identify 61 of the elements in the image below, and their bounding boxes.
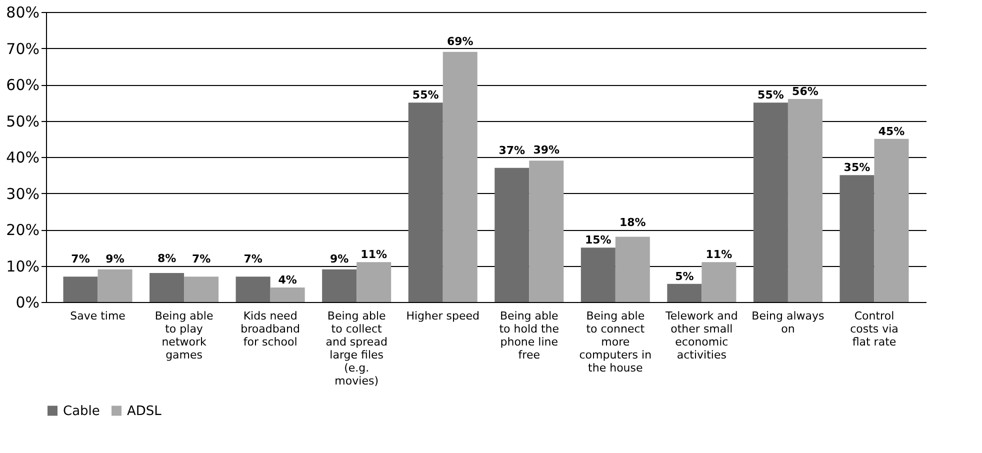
y-tick-label: 0% — [16, 294, 40, 312]
data-label: 8% — [157, 252, 176, 265]
data-label: 69% — [446, 34, 474, 48]
data-label: 9% — [106, 252, 124, 266]
y-tick-label: 20% — [6, 221, 40, 239]
bar — [322, 269, 357, 302]
bar — [356, 262, 392, 302]
x-tick-label: Being able to connect more computers in the house — [579, 310, 652, 374]
data-label: 7% — [192, 252, 211, 266]
y-tick-label: 10% — [6, 257, 40, 276]
x-tick-label: Being able to play network games — [154, 310, 214, 362]
data-label: 7% — [71, 252, 90, 266]
x-tick-label: Being able to collect and spread large files (e.g. movies) — [326, 310, 388, 388]
data-label: 11% — [360, 248, 388, 262]
data-label: 55% — [412, 88, 439, 102]
bar — [788, 99, 822, 302]
x-tick-label: Save time — [70, 310, 126, 322]
data-label: 35% — [844, 161, 870, 174]
x-tick-label: Control costs via flat rate — [850, 310, 898, 348]
bar — [236, 276, 270, 302]
bar — [150, 273, 184, 302]
data-label: 5% — [675, 270, 694, 283]
data-label: 9% — [330, 252, 349, 266]
x-tick-label: Being able to hold the phone line free — [499, 310, 560, 362]
bar — [98, 269, 132, 302]
data-label: 55% — [758, 88, 784, 102]
bar — [494, 168, 530, 302]
bar — [529, 160, 564, 302]
x-tick-label: Kids need broadband for school — [240, 310, 300, 348]
x-tick-label: Telework and other small economic activities — [664, 310, 738, 362]
bar — [63, 276, 98, 302]
y-tick-label: 30% — [6, 184, 40, 203]
data-label: 7% — [244, 252, 262, 266]
bar — [580, 248, 616, 302]
bar — [615, 236, 650, 302]
data-label: 15% — [584, 234, 612, 247]
data-label: 39% — [533, 144, 560, 157]
legend-label: ADSL — [127, 404, 162, 419]
bar — [442, 52, 478, 302]
y-tick-label: 50% — [6, 112, 40, 130]
data-label: 4% — [278, 274, 297, 286]
data-label: 18% — [619, 216, 646, 229]
data-label: 37% — [498, 144, 526, 157]
bar — [408, 102, 443, 302]
data-label: 56% — [792, 85, 818, 98]
x-tick-label: Being always on — [752, 310, 825, 336]
data-label: 45% — [878, 124, 905, 138]
data-label: 11% — [706, 248, 732, 262]
bar — [702, 262, 736, 302]
bar — [270, 288, 305, 302]
y-tick-label: 70% — [6, 40, 40, 58]
bar — [184, 276, 219, 302]
bar — [840, 175, 874, 302]
y-tick-label: 60% — [6, 76, 40, 94]
legend-label: Cable — [63, 404, 100, 419]
y-tick-label: 80% — [6, 4, 40, 22]
bar — [874, 138, 909, 302]
bar — [667, 284, 702, 302]
x-tick-label: Higher speed — [406, 310, 480, 322]
y-tick-label: 40% — [6, 148, 40, 166]
bar — [753, 102, 788, 302]
